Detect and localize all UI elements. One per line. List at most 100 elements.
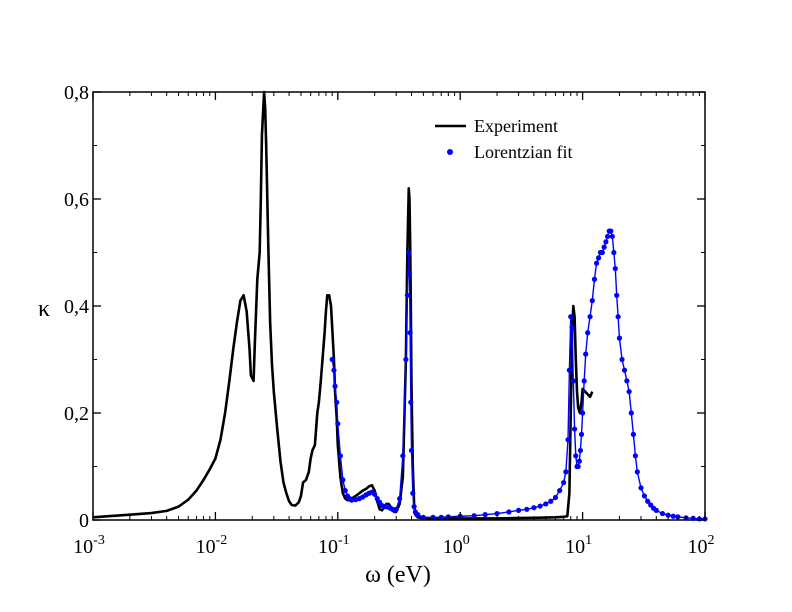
data-point [332,383,338,389]
data-point [408,399,414,405]
data-point [335,421,341,427]
data-point [634,469,640,475]
data-point [329,356,335,363]
y-tick-label: 0,2 [64,403,89,425]
legend: Experiment Lorentzian fit [435,116,572,162]
data-point [619,356,625,363]
data-point [415,512,421,518]
data-point [578,431,585,437]
data-point [616,335,623,341]
y-tick-label: 0,8 [64,82,89,104]
data-point [566,367,572,373]
x-tick-label: 102 [688,533,715,558]
data-point [557,487,563,494]
x-tick-label: 10-2 [196,533,228,558]
data-point [403,356,409,363]
data-point [506,509,512,515]
data-point [571,426,578,432]
data-point [494,510,500,517]
data-point [670,513,676,519]
data-point [552,494,559,501]
data-point [577,447,584,454]
plot-frame [92,91,706,521]
data-point [406,249,412,256]
data-point [342,487,348,494]
data-point [374,496,380,502]
data-point [645,498,651,504]
data-point [411,504,417,510]
data-point [665,512,671,518]
data-point [516,507,522,513]
data-point [404,292,410,298]
data-point [595,255,602,261]
data-point [589,298,595,304]
data-point [573,453,579,459]
data-point [471,513,477,519]
data-point [653,507,659,513]
data-point [561,479,567,486]
data-point [599,249,605,256]
legend-label: Experiment [474,116,558,136]
data-point [628,410,634,416]
x-tick-label: 101 [565,533,592,558]
data-point [580,410,586,416]
data-point [626,389,632,395]
data-point [410,490,416,496]
data-point [659,510,666,517]
data-point [601,244,607,250]
data-point [615,314,621,320]
data-point [609,233,615,240]
data-point [621,367,628,373]
data-point [563,469,569,475]
data-point [393,506,399,512]
data-point [632,453,639,459]
data-point [524,506,530,512]
data-point [372,491,378,497]
data-point [585,330,591,336]
x-tick-label: 10-1 [318,533,350,558]
plot-area [92,90,708,522]
data-point [334,399,340,405]
y-tick-label: 0,6 [64,189,89,211]
legend-item: Experiment [435,116,558,136]
data-point [612,265,618,272]
data-point [611,249,617,256]
data-point [349,497,355,503]
legend-swatch [447,149,453,155]
data-point [581,378,587,384]
data-point [531,505,537,511]
legend-label: Lorentzian fit [474,142,572,162]
data-point [593,260,600,266]
data-point [630,431,636,437]
data-point [340,477,346,483]
x-tick-label: 10-3 [73,533,105,558]
data-point [604,233,611,240]
data-point [400,453,406,459]
data-point [397,496,403,502]
data-point [408,447,415,454]
data-point [543,501,549,507]
y-tick-label: 0,4 [64,296,89,318]
data-point [591,276,598,282]
legend-item: Lorentzian fit [447,142,572,162]
data-point [482,512,488,518]
x-tick-label: 100 [443,533,470,558]
data-point [603,239,609,245]
data-point [407,330,413,336]
x-axis: 10-3 10-2 10-1 100 101 102 [73,92,715,558]
data-point [638,485,644,491]
data-point [614,292,620,298]
data-point [583,351,589,357]
data-point [569,324,575,330]
data-point [608,228,614,234]
data-point [575,463,581,470]
data-point [568,314,574,320]
y-tick-label: 0 [79,510,89,532]
data-point [406,271,413,277]
data-point [587,314,593,320]
data-point [548,498,554,504]
series-line [331,230,705,520]
data-point [331,367,337,373]
data-point [624,378,630,384]
data-point [537,503,543,509]
